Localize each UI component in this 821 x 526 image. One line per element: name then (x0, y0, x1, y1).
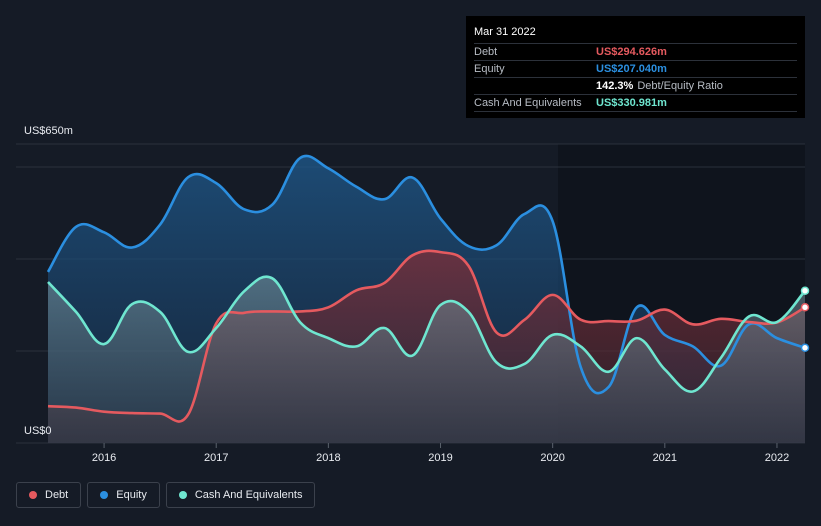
legend-item-debt[interactable]: Debt (16, 482, 82, 508)
series-areas (48, 155, 805, 443)
legend-cash-dot-icon (178, 491, 187, 499)
equity-end-marker (800, 343, 810, 353)
x-tick-label: 2019 (428, 452, 452, 464)
legend-debt-label: Debt (45, 489, 69, 501)
tooltip-cash-label: Cash And Equivalents (474, 97, 582, 109)
cash-and-equivalents-end-marker (800, 286, 810, 295)
legend-item-cash[interactable]: Cash And Equivalents (165, 482, 316, 508)
chart-legend: Debt Equity Cash And Equivalents (16, 482, 316, 508)
series-lines (46, 154, 806, 423)
debt-end-marker (800, 303, 810, 312)
tooltip-equity-label: Equity (474, 63, 505, 75)
cash-and-equivalents-line (47, 275, 806, 393)
legend-equity-dot-icon (100, 491, 109, 499)
x-tick-label: 2018 (316, 452, 340, 464)
tooltip-debt-label: Debt (474, 46, 498, 58)
tooltip-ratio-row: 142.3% Debt/Equity Ratio (474, 77, 797, 94)
x-tick-label: 2022 (765, 452, 789, 464)
tooltip-ratio-label: Debt/Equity Ratio (637, 80, 723, 92)
x-tick-label: 2021 (653, 452, 677, 464)
tooltip-cash-row: Cash And Equivalents US$330.981m (474, 94, 797, 112)
legend-equity-label: Equity (116, 489, 147, 501)
tooltip-equity-value: US$207.040m (596, 63, 667, 75)
legend-cash-label: Cash And Equivalents (194, 489, 303, 501)
debt-line (47, 249, 806, 423)
y-axis-min-label: US$0 (24, 425, 52, 437)
x-tick-label: 2017 (204, 452, 228, 464)
series-end-markers (800, 286, 810, 353)
x-tick-label: 2016 (92, 452, 116, 464)
tooltip-cash-value: US$330.981m (596, 97, 667, 109)
tooltip-date: Mar 31 2022 (474, 26, 536, 38)
tooltip-equity-row: Equity US$207.040m (474, 60, 797, 77)
cash-and-equivalents-area (48, 276, 805, 443)
x-tick-label: 2020 (540, 452, 564, 464)
tooltip-ratio-value: 142.3% (596, 80, 634, 92)
tooltip-debt-value: US$294.626m (596, 46, 667, 58)
data-tooltip: Mar 31 2022 Debt US$294.626m Equity US$2… (466, 16, 805, 118)
x-axis-ticks: 2016 2017 2018 2019 2020 2021 2022 (92, 443, 789, 464)
tooltip-debt-row: Debt US$294.626m (474, 43, 797, 60)
legend-item-equity[interactable]: Equity (87, 482, 160, 508)
legend-debt-dot-icon (29, 491, 37, 499)
y-axis-max-label: US$650m (24, 125, 73, 137)
equity-line (46, 154, 806, 395)
